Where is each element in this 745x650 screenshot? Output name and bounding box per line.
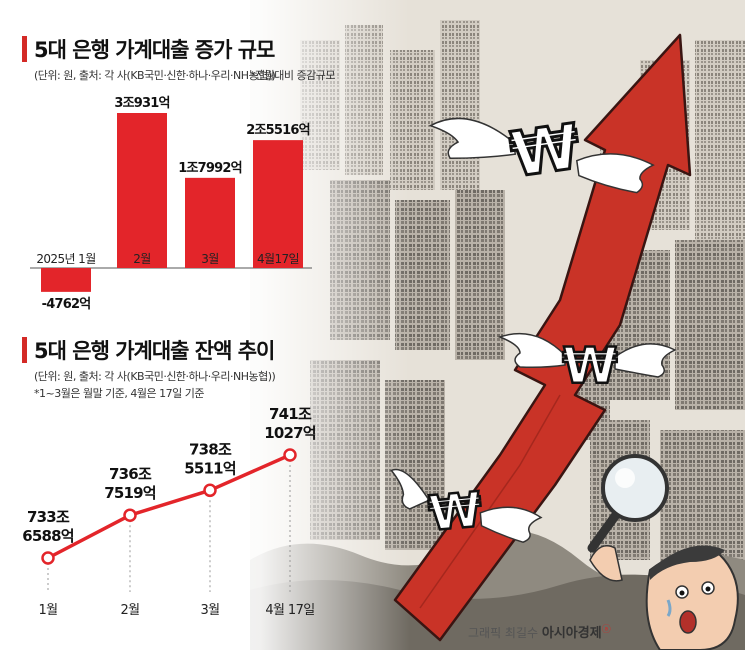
- wing-icon: [390, 468, 431, 510]
- bar-chart-title: 5대 은행 가계대출 증가 규모: [34, 38, 275, 62]
- line-category-label-2: 3월: [200, 603, 219, 618]
- bar-1: [117, 113, 167, 268]
- bar-3: [253, 140, 303, 268]
- won-sign-icon: ₩: [390, 468, 543, 543]
- line-chart-title: 5대 은행 가계대출 잔액 추이: [34, 339, 275, 363]
- magnifier-icon: [587, 454, 669, 553]
- wing-icon: [575, 153, 655, 194]
- bar-category-label-2: 3월: [201, 252, 218, 266]
- svg-text:₩: ₩: [562, 337, 617, 395]
- bar-category-label-1: 2월: [133, 252, 150, 266]
- line-value-label-2-b: 5511억: [184, 459, 236, 477]
- bar-value-label-0: -4762억: [42, 297, 91, 312]
- bar-category-label-0: 2025년 1월: [36, 252, 95, 266]
- balance-line: [47, 453, 291, 560]
- bar-chart-subtitle: (단위: 원, 출처: 각 사(KB국민·신한·하나·우리·NH농협)): [34, 69, 276, 82]
- credit-brand: 아시아경제: [541, 626, 602, 641]
- worried-man-icon: [589, 545, 739, 650]
- svg-text:₩: ₩: [426, 482, 484, 542]
- line-point-3: [283, 448, 297, 462]
- bar-chart: -4762억 2025년 1월 3조931억 2월 1조7992억 3월 2조5516억 4월…: [30, 96, 312, 312]
- credit-artist: 그래픽 최길수: [468, 626, 539, 640]
- bar-2: [185, 177, 235, 268]
- line-chart-subtitle: (단위: 원, 출처: 각 사(KB국민·신한·하나·우리·NH농협)): [34, 370, 276, 383]
- title-accent-bar: [22, 36, 27, 62]
- svg-text:₩: ₩: [506, 110, 584, 192]
- bar-chart-note: *전월대비 증감규모: [250, 69, 335, 82]
- graphic-credit: 그래픽 최길수 아시아경제ⓐ: [468, 622, 611, 641]
- line-category-label-3: 4월 17일: [265, 603, 314, 618]
- line-value-label-2: 738조: [189, 440, 232, 458]
- line-category-label-0: 1월: [38, 603, 57, 618]
- wing-icon: [497, 332, 566, 368]
- bar-value-label-1: 3조931억: [114, 96, 169, 111]
- won-sign-icon: ₩: [497, 332, 677, 396]
- title-accent-bar: [22, 337, 27, 363]
- line-value-label-0: 733조: [27, 508, 70, 526]
- bar-category-label-3: 4월17일: [257, 252, 299, 266]
- bar-value-label-2: 1조7992억: [178, 161, 242, 176]
- line-category-label-1: 2월: [120, 603, 139, 618]
- credit-mark: ⓐ: [601, 625, 611, 635]
- line-point-0: [41, 551, 55, 565]
- bar-value-label-3: 2조5516억: [246, 123, 310, 138]
- line-value-label-3-b: 1027억: [264, 424, 316, 442]
- won-sign-icon: ₩: [428, 108, 655, 194]
- wing-icon: [614, 343, 677, 378]
- line-chart-note: *1~3월은 월말 기준, 4월은 17일 기준: [34, 387, 205, 400]
- line-value-label-0-b: 6588억: [22, 527, 74, 545]
- wing-icon: [479, 506, 543, 543]
- line-point-2: [203, 483, 217, 498]
- line-value-label-1-b: 7519억: [104, 484, 156, 502]
- wing-icon: [428, 117, 517, 160]
- line-value-label-1: 736조: [109, 465, 152, 483]
- line-value-label-3: 741조: [269, 405, 312, 423]
- line-point-1: [123, 508, 137, 522]
- bar-0: [41, 268, 91, 292]
